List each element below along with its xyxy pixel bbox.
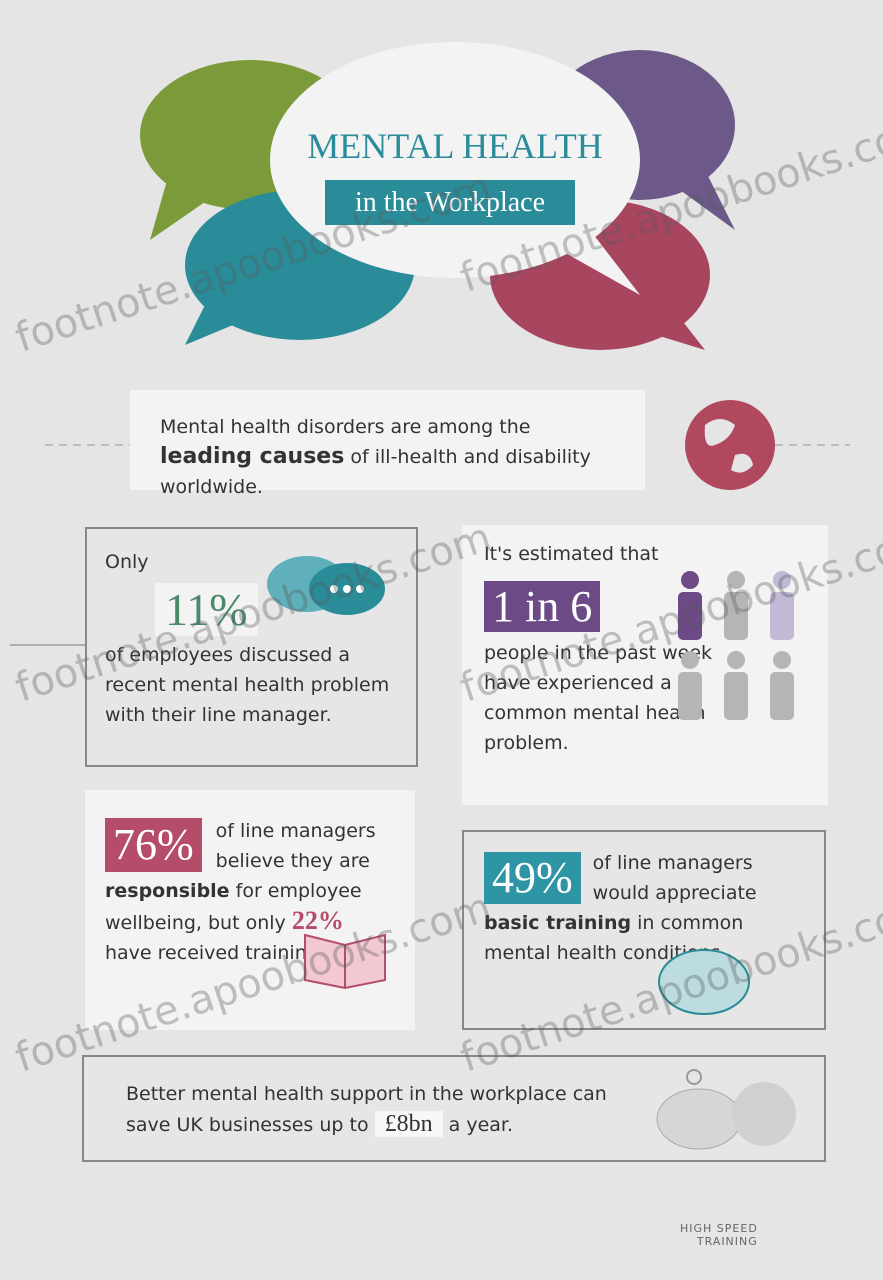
banner-text: Mental health disorders are among the le… xyxy=(160,412,615,502)
logo-line: HIGH SPEED xyxy=(680,1222,758,1235)
text: Better mental health support in the work… xyxy=(126,1083,607,1136)
text: of line managers would appreciate xyxy=(593,852,757,904)
emphasis: responsible xyxy=(105,880,230,902)
subtitle: in the Workplace xyxy=(325,180,575,225)
savings-text: Better mental health support in the work… xyxy=(126,1079,646,1140)
card: It's estimated that 1 in 6 people in the… xyxy=(462,525,828,805)
text: have received training. xyxy=(105,942,325,964)
emphasis: basic training xyxy=(484,912,631,934)
brain-icon xyxy=(649,942,769,1022)
lead: It's estimated that xyxy=(484,539,806,569)
card: 49%of line managers would appreciate bas… xyxy=(462,830,826,1030)
stat: 49% xyxy=(484,852,581,904)
people-icons xyxy=(672,570,812,725)
card: 76% of line managers believe they are res… xyxy=(85,790,415,1030)
stat: £8bn xyxy=(375,1111,443,1137)
logo-line: TRAINING xyxy=(680,1235,758,1248)
infographic: MENTAL HEALTH in the Workplace Mental he… xyxy=(0,0,883,1280)
card: Only 11% of employees discussed a recent… xyxy=(85,527,418,767)
text: of line managers believe they are xyxy=(216,820,376,872)
book-icon xyxy=(295,920,395,990)
chat-icon xyxy=(262,549,392,629)
savings-box: Better mental health support in the work… xyxy=(82,1055,826,1162)
card-text: of employees discussed a recent mental h… xyxy=(105,640,405,730)
stat: 11% xyxy=(155,583,258,636)
title: MENTAL HEALTH xyxy=(270,125,640,167)
text: a year. xyxy=(449,1114,513,1136)
stat: 76% xyxy=(105,818,202,872)
text: Mental health disorders are among the xyxy=(160,416,530,438)
emphasis: leading causes xyxy=(160,444,344,469)
banner: Mental health disorders are among the le… xyxy=(130,390,645,490)
logo: HIGH SPEED TRAINING xyxy=(680,1222,758,1248)
piggy-bank xyxy=(644,1069,804,1154)
stat: 1 in 6 xyxy=(484,581,600,632)
